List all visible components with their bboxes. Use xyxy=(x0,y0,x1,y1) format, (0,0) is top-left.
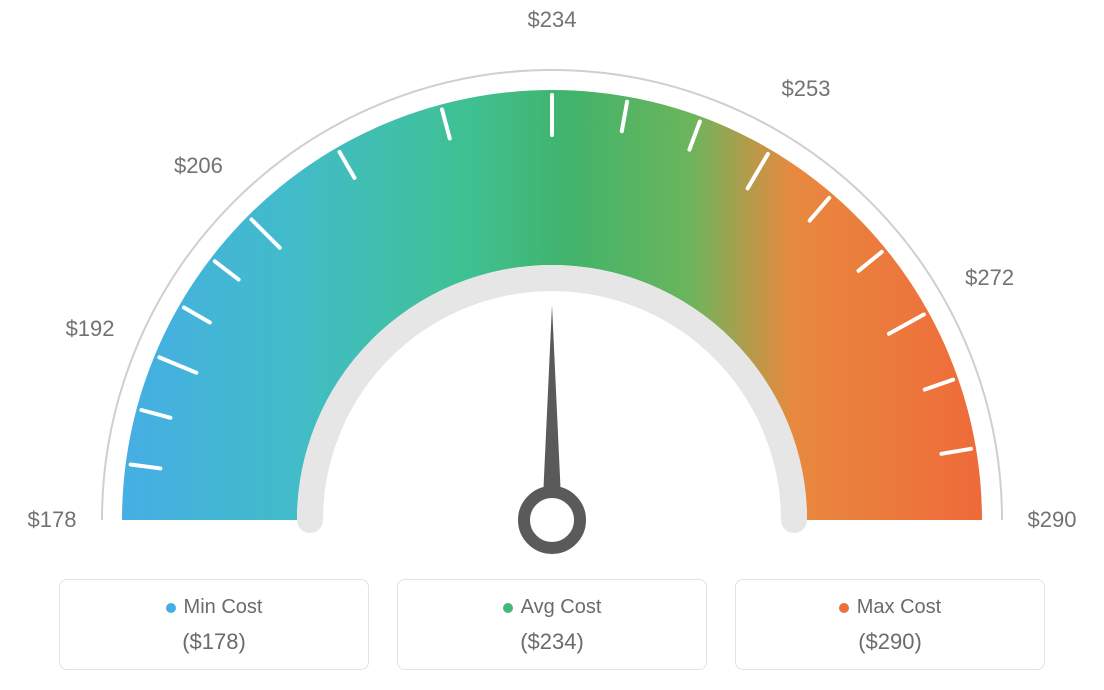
gauge-chart: $178 $192 $206 $234 $253 $272 $290 xyxy=(0,0,1104,560)
gauge-tick-label: $290 xyxy=(1028,507,1077,533)
gauge-tick-label: $178 xyxy=(28,507,77,533)
legend-title-min: Min Cost xyxy=(166,596,263,619)
legend-card-max: Max Cost ($290) xyxy=(735,579,1045,670)
legend-value: ($234) xyxy=(408,629,696,655)
gauge-tick-label: $253 xyxy=(782,76,831,102)
gauge-tick-label: $206 xyxy=(174,153,223,179)
legend-value: ($178) xyxy=(70,629,358,655)
legend-card-avg: Avg Cost ($234) xyxy=(397,579,707,670)
legend-value: ($290) xyxy=(746,629,1034,655)
gauge-svg xyxy=(0,0,1104,560)
dot-icon xyxy=(503,603,513,613)
legend-title-avg: Avg Cost xyxy=(503,596,602,619)
legend-label: Min Cost xyxy=(184,596,263,619)
legend-title-max: Max Cost xyxy=(839,596,941,619)
legend-label: Max Cost xyxy=(857,596,941,619)
legend-label: Avg Cost xyxy=(521,596,602,619)
gauge-tick-label: $272 xyxy=(965,265,1014,291)
legend-row: Min Cost ($178) Avg Cost ($234) Max Cost… xyxy=(0,579,1104,670)
gauge-tick-label: $234 xyxy=(528,7,577,33)
dot-icon xyxy=(839,603,849,613)
dot-icon xyxy=(166,603,176,613)
legend-card-min: Min Cost ($178) xyxy=(59,579,369,670)
gauge-tick-label: $192 xyxy=(66,316,115,342)
